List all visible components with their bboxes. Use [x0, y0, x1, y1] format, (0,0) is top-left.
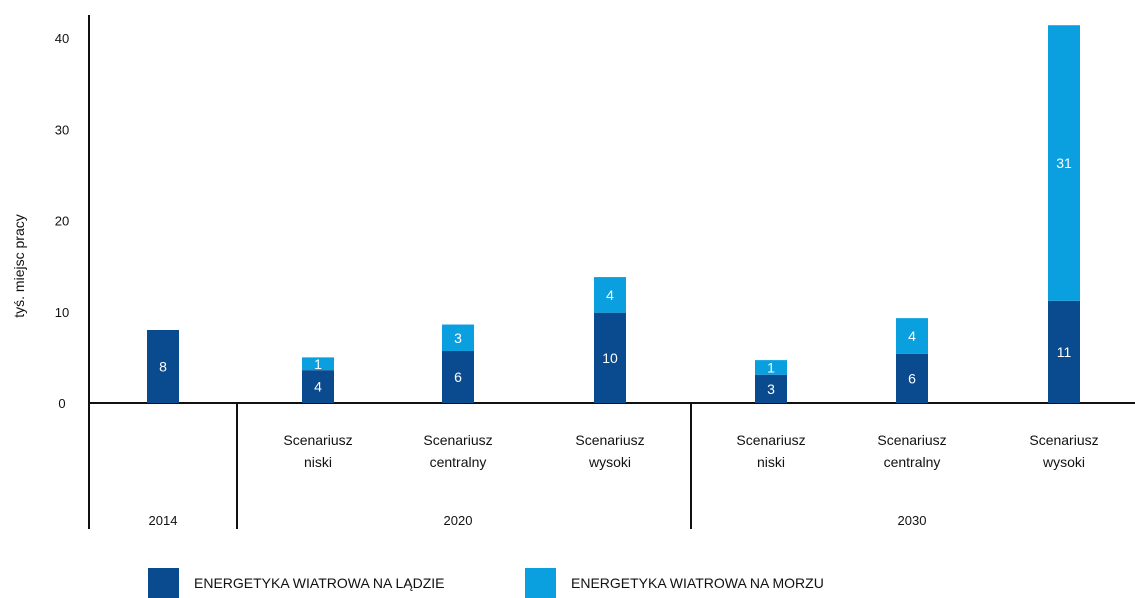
data-label: 4: [314, 379, 322, 395]
bar-segment-offshore: [1048, 25, 1080, 301]
bar-segment-onshore: [147, 330, 179, 403]
data-label: 3: [767, 381, 775, 397]
category-label: Scenariusz centralny: [423, 432, 492, 470]
data-label: 6: [454, 369, 462, 385]
data-label: 8: [159, 359, 167, 375]
group-label: 2014: [149, 513, 178, 528]
bars: [147, 25, 1080, 403]
y-tick-label: 20: [55, 214, 69, 229]
category-label: Scenariusz niski: [283, 432, 352, 470]
legend-swatch-onshore: [148, 568, 179, 598]
y-tick-label: 10: [55, 305, 69, 320]
bar-segment-offshore: [594, 277, 626, 313]
group-label: 2020: [444, 513, 473, 528]
data-label: 4: [908, 328, 916, 344]
y-axis-label: tyś. miejsc pracy: [11, 214, 27, 317]
data-label: 10: [602, 350, 618, 366]
legend-item-offshore: ENERGETYKA WIATROWA NA MORZU: [525, 568, 824, 598]
data-label: 6: [908, 370, 916, 386]
bar-segment-offshore: [896, 318, 928, 354]
legend-label-onshore: ENERGETYKA WIATROWA NA LĄDZIE: [194, 575, 445, 591]
y-tick-labels: 0 10 20 30 40: [55, 31, 69, 411]
bar-segment-onshore: [755, 374, 787, 403]
bar-segment-onshore: [302, 370, 334, 403]
legend-swatch-offshore: [525, 568, 556, 598]
category-label: Scenariusz centralny: [877, 432, 946, 470]
group-label: 2030: [898, 513, 927, 528]
bar-segment-offshore: [442, 324, 474, 351]
y-tick-label: 0: [58, 396, 65, 411]
category-label: Scenariusz wysoki: [575, 432, 644, 470]
category-labels: Scenariusz niski Scenariusz centralny Scenar…: [283, 432, 1098, 470]
y-tick-label: 30: [55, 122, 69, 137]
data-label: 11: [1057, 344, 1072, 360]
bar-segment-offshore: [755, 360, 787, 375]
category-label: Scenariusz niski: [736, 432, 805, 470]
group-labels: 2014 2020 2030: [149, 513, 927, 528]
data-label: 1: [767, 359, 775, 375]
bar-segment-onshore: [896, 353, 928, 403]
legend-label-offshore: ENERGETYKA WIATROWA NA MORZU: [571, 575, 824, 591]
axis-lines: [88, 15, 1135, 529]
data-label: 4: [606, 287, 614, 303]
y-tick-label: 40: [55, 31, 69, 46]
data-label: 1: [314, 356, 322, 372]
bar-segment-onshore: [1048, 300, 1080, 403]
bar-segment-onshore: [594, 312, 626, 403]
data-label: 31: [1056, 155, 1072, 171]
bar-segment-offshore: [302, 357, 334, 371]
data-label: 3: [454, 330, 462, 346]
bar-segment-onshore: [442, 350, 474, 403]
category-label: Scenariusz wysoki: [1029, 432, 1098, 470]
legend-item-onshore: ENERGETYKA WIATROWA NA LĄDZIE: [148, 568, 445, 598]
